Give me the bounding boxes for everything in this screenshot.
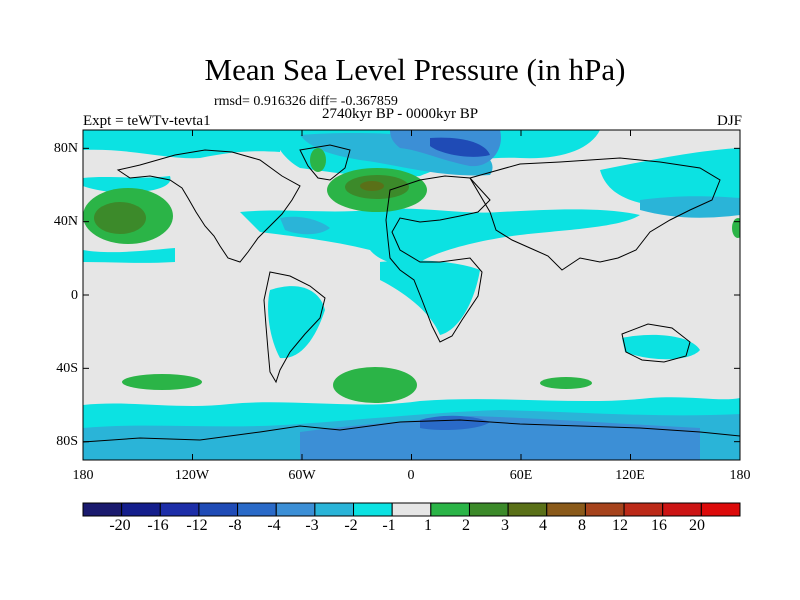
colorbar-label: -8 xyxy=(228,517,242,534)
colorbar-swatch xyxy=(391,502,432,517)
colorbar-swatch xyxy=(198,502,239,517)
colorbar-label: -2 xyxy=(344,517,358,534)
colorbar-label: 20 xyxy=(689,517,705,534)
colorbar-swatch xyxy=(159,502,200,517)
colorbar-swatch xyxy=(662,502,702,517)
lat-label-40n: 40N xyxy=(53,214,78,229)
colorbar-label: -1 xyxy=(382,517,396,534)
colorbar-swatch xyxy=(546,502,586,517)
colorbar-label: 12 xyxy=(612,517,628,534)
colorbar-swatch xyxy=(353,502,393,517)
colorbar-swatch xyxy=(623,502,664,517)
colorbar xyxy=(82,502,741,517)
colorbar-swatch xyxy=(507,502,548,517)
colorbar-swatch xyxy=(121,502,161,517)
colorbar-swatch xyxy=(468,502,509,517)
colorbar-swatch xyxy=(584,502,625,517)
lat-label-40s: 40S xyxy=(56,361,78,376)
colorbar-swatch xyxy=(275,502,316,517)
lon-label-120e: 120E xyxy=(615,468,645,483)
stats-text: rmsd= 0.916326 diff= -0.367859 xyxy=(214,94,398,109)
colorbar-label: 8 xyxy=(578,517,586,534)
colorbar-label: 2 xyxy=(462,517,470,534)
lon-label-60w: 60W xyxy=(288,468,316,483)
coastlines xyxy=(83,144,740,443)
lon-label-180e: 180 xyxy=(729,468,751,483)
period-text: 2740kyr BP - 0000kyr BP xyxy=(322,106,479,122)
experiment-label: Expt = teWTv-tevta1 xyxy=(83,113,211,129)
colorbar-label: 1 xyxy=(424,517,432,534)
colorbar-swatch xyxy=(237,502,277,517)
colorbar-label: 4 xyxy=(539,517,547,534)
map-title: Mean Sea Level Pressure (in hPa) xyxy=(204,52,626,87)
lat-label-80n: 80N xyxy=(53,141,78,156)
colorbar-label: 3 xyxy=(501,517,509,534)
colorbar-label: -20 xyxy=(109,517,131,534)
colorbar-swatch xyxy=(82,502,123,517)
lon-label-0: 0 xyxy=(407,468,415,483)
positive-anomaly-fields xyxy=(83,148,740,403)
lon-label-60e: 60E xyxy=(509,468,533,483)
colorbar-label: -3 xyxy=(305,517,319,534)
lat-label-80s: 80S xyxy=(56,434,78,449)
colorbar-label: -4 xyxy=(267,517,281,534)
lat-label-0: 0 xyxy=(71,288,78,303)
colorbar-swatch xyxy=(314,502,355,517)
colorbar-swatch xyxy=(700,502,741,517)
colorbar-label: 16 xyxy=(651,517,667,534)
lon-label-120w: 120W xyxy=(174,468,210,483)
colorbar-label: -16 xyxy=(147,517,169,534)
axis-ticks xyxy=(82,130,741,460)
colorbar-label: -12 xyxy=(186,517,208,534)
lon-label-180w: 180 xyxy=(72,468,94,483)
season-label: DJF xyxy=(716,113,742,129)
map-panel xyxy=(83,130,740,460)
colorbar-swatch xyxy=(430,502,470,517)
